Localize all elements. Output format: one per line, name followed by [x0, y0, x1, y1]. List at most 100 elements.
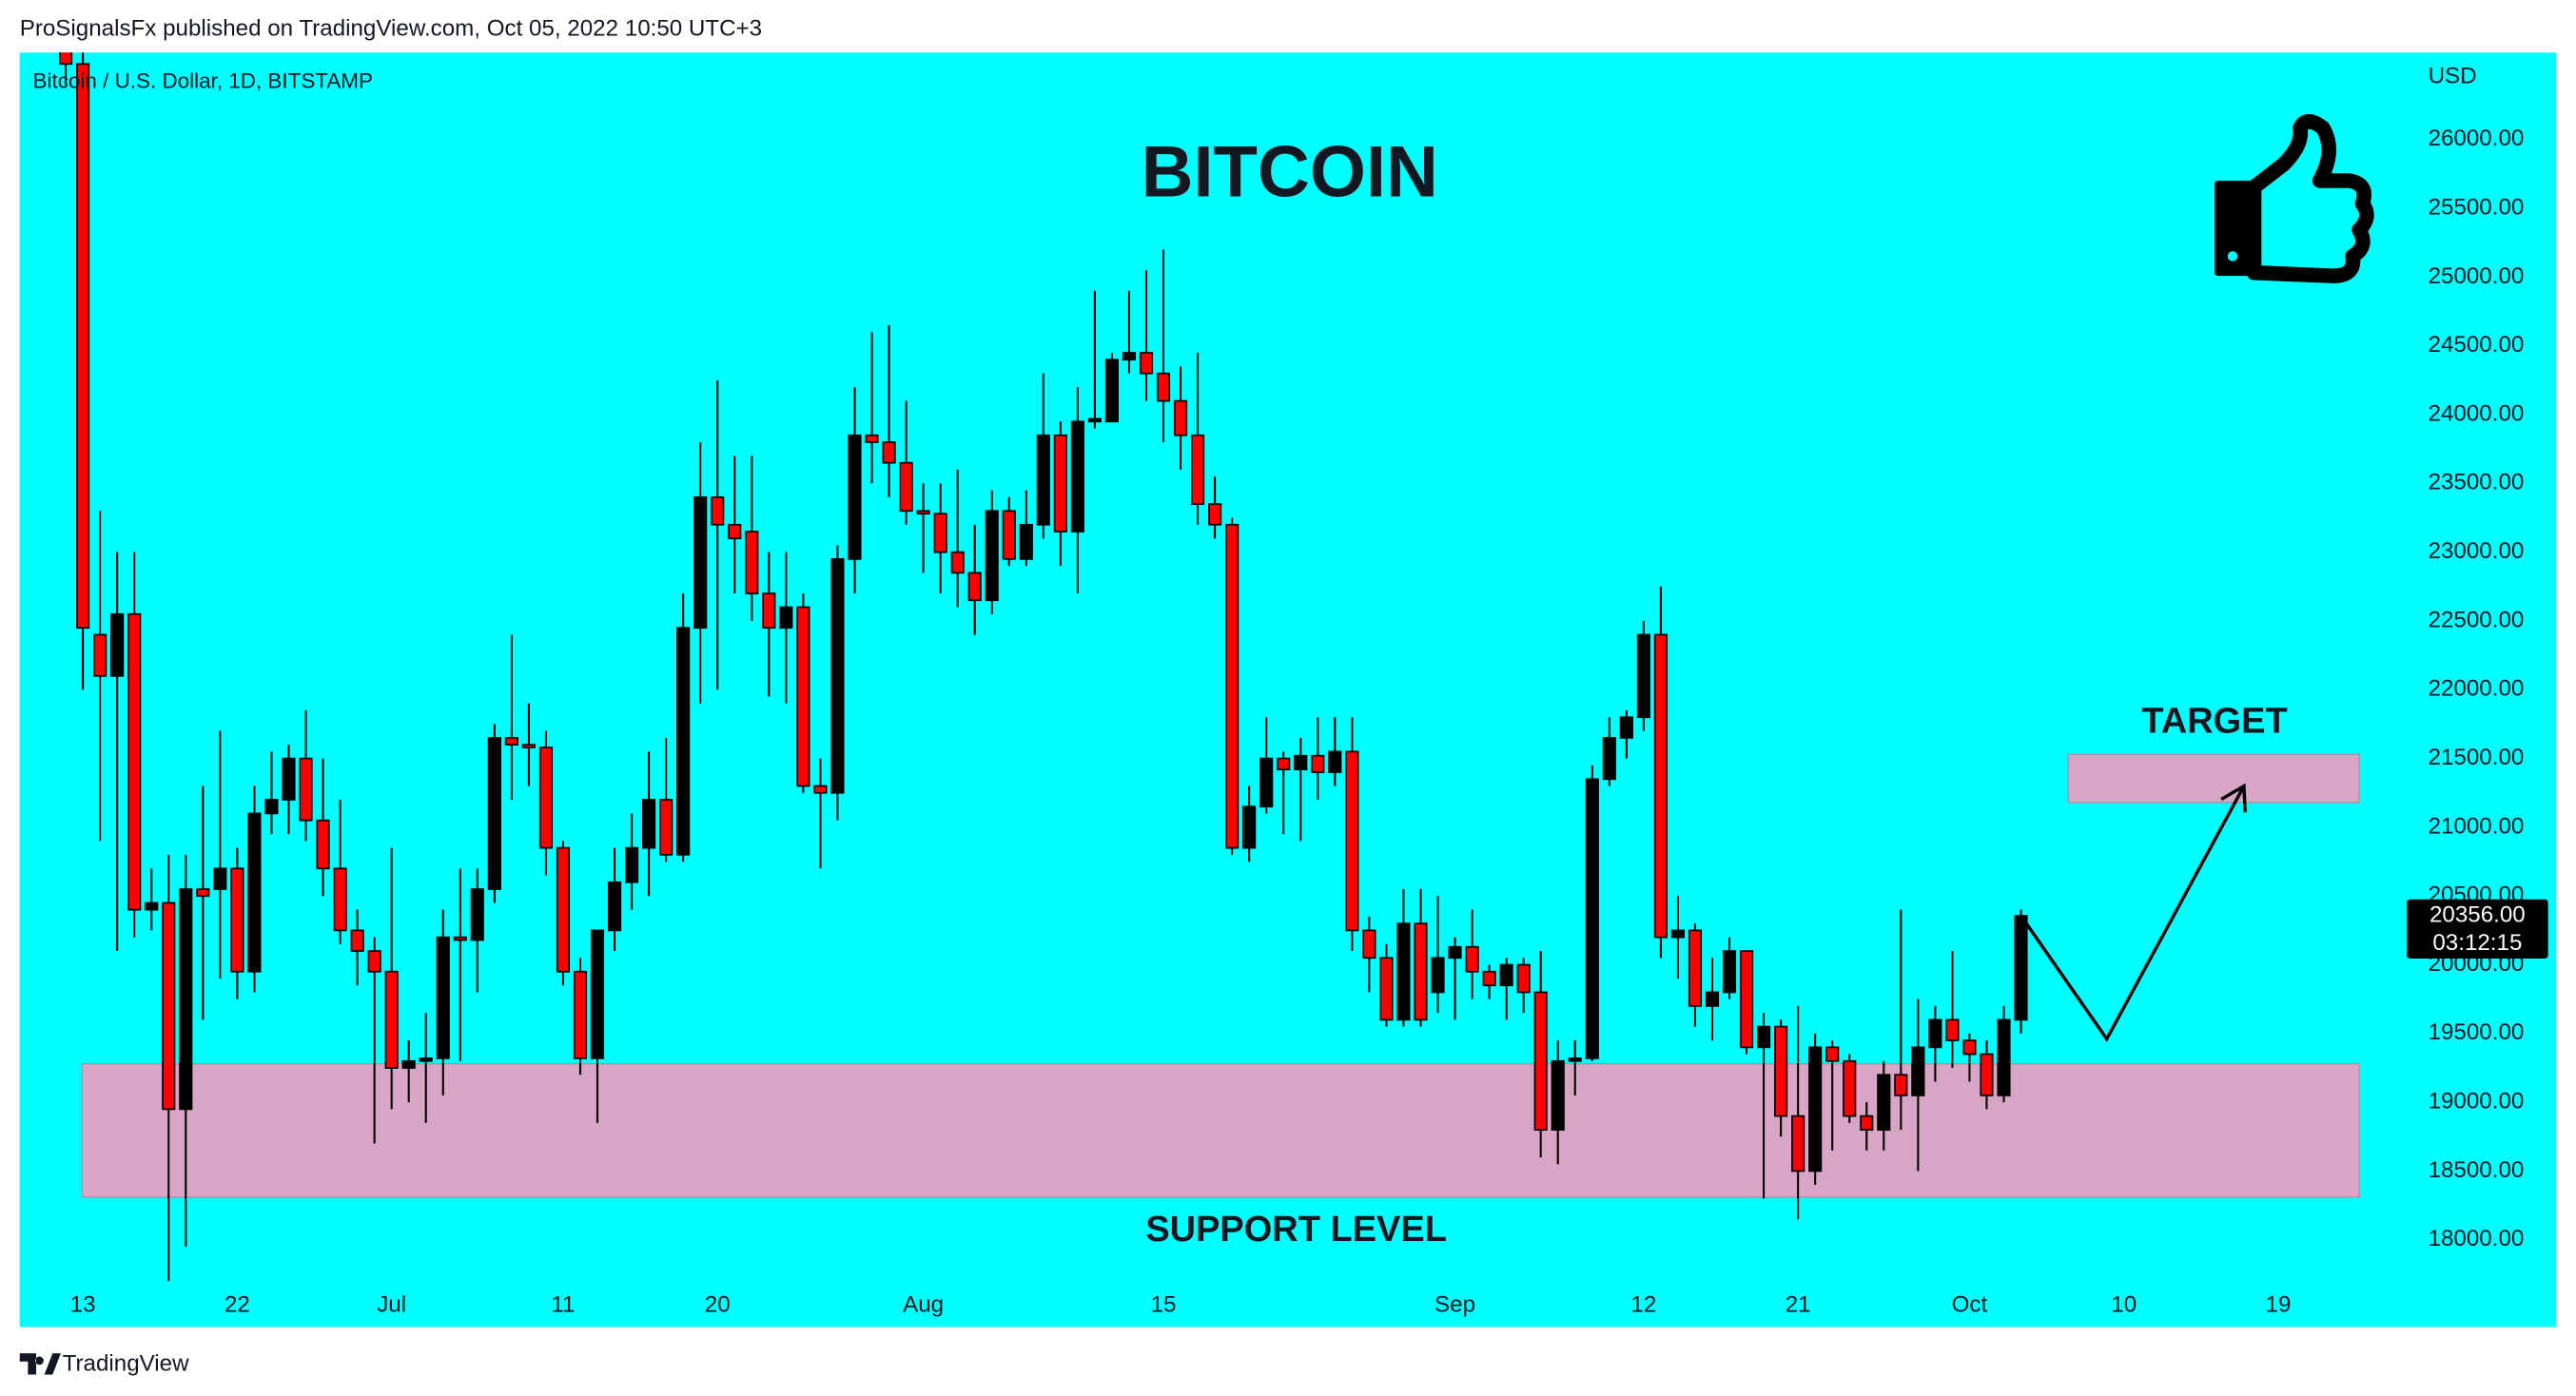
candle-body — [1053, 434, 1067, 533]
candle-body — [196, 888, 210, 898]
candle-body — [1739, 950, 1754, 1049]
candle-body — [1396, 922, 1411, 1021]
candle-body — [1156, 372, 1171, 402]
currency-label: USD — [2429, 64, 2477, 89]
candle-body — [299, 757, 313, 822]
tradingview-logo — [19, 1353, 61, 1375]
candle-body — [1414, 922, 1428, 1021]
zone — [2067, 753, 2360, 804]
candle-body — [642, 799, 656, 849]
candle-body — [1636, 633, 1650, 719]
candle-body — [1259, 757, 1274, 808]
candle-body — [1036, 434, 1050, 526]
candle-body — [1551, 1059, 1565, 1131]
candle-body — [1825, 1046, 1840, 1062]
candle-body — [573, 970, 588, 1059]
candle-body — [1980, 1053, 1994, 1096]
candle-body — [1173, 399, 1188, 436]
candle-body — [1087, 417, 1102, 423]
candle-body — [693, 495, 708, 630]
candle-body — [162, 902, 176, 1111]
candle-body — [590, 929, 605, 1059]
candle-body — [1019, 523, 1033, 560]
candle-body — [333, 867, 347, 932]
x-tick-label: 10 — [2111, 1291, 2137, 1317]
candle-body — [1670, 929, 1686, 939]
candle-body — [1877, 1074, 1891, 1131]
candle-body — [401, 1059, 416, 1069]
candle-body — [213, 867, 227, 890]
candle-body — [1448, 945, 1462, 960]
x-tick-label: 21 — [1786, 1291, 1811, 1317]
candle-body — [179, 888, 193, 1111]
candle-body — [1191, 434, 1205, 505]
candle-body — [264, 799, 279, 815]
candle-body — [1104, 359, 1120, 423]
candle-body — [2014, 915, 2028, 1021]
y-tick-label: 22500.00 — [2429, 607, 2525, 632]
y-tick-label: 26000.00 — [2429, 126, 2525, 151]
candle-body — [1465, 945, 1479, 973]
candle-body — [1843, 1059, 1857, 1117]
candle-body — [1533, 991, 1548, 1131]
candle-body — [1653, 633, 1668, 939]
candle-body — [762, 592, 776, 630]
x-tick-label: 11 — [551, 1291, 575, 1317]
y-tick-label: 23500.00 — [2429, 470, 2525, 495]
candle-body — [556, 846, 571, 973]
candle-body — [110, 612, 125, 677]
zone — [81, 1062, 2360, 1198]
candle-body — [59, 52, 73, 66]
candle-body — [1122, 352, 1137, 361]
candle-body — [1311, 754, 1325, 773]
candle-body — [882, 441, 896, 464]
last-price-box — [2407, 899, 2548, 959]
candle-body — [1002, 510, 1016, 560]
y-tick-label: 18000.00 — [2429, 1226, 2525, 1251]
candle-body — [1705, 991, 1720, 1007]
candle-body — [1602, 737, 1616, 781]
x-tick-label: 20 — [705, 1291, 731, 1317]
candle-body — [1328, 750, 1342, 773]
candle-body — [521, 744, 536, 748]
candle-body — [384, 970, 399, 1069]
candle-body — [282, 757, 296, 801]
candle-body — [1482, 970, 1496, 987]
candle-body — [848, 434, 862, 560]
candle-body — [1345, 750, 1359, 932]
candle-body — [1619, 716, 1633, 739]
candle-body — [1499, 963, 1513, 987]
candle-body — [607, 881, 622, 932]
candle-body — [916, 510, 930, 515]
publish-header: ProSignalsFx published on TradingView.co… — [20, 15, 762, 41]
candle-body — [865, 434, 879, 443]
y-tick-label: 25000.00 — [2429, 263, 2525, 289]
candle-body — [1757, 1025, 1771, 1049]
x-tick-label: 12 — [1630, 1291, 1656, 1317]
candle-body — [1225, 523, 1239, 849]
candle-body — [538, 746, 554, 849]
candle-body — [779, 606, 793, 630]
candle-body — [1379, 957, 1394, 1021]
candle-body — [1208, 503, 1222, 526]
candle-body — [1568, 1057, 1582, 1062]
candle-body — [625, 846, 639, 883]
y-tick-label: 18500.00 — [2429, 1157, 2525, 1183]
candle-body — [1294, 754, 1308, 771]
candle-body — [1894, 1074, 1908, 1096]
candle-body — [145, 902, 159, 911]
candle-body — [1242, 805, 1257, 849]
candle-body — [745, 531, 759, 594]
candle-body — [316, 819, 330, 870]
candle-body — [1585, 778, 1599, 1059]
y-tick-label: 24000.00 — [2429, 400, 2525, 426]
icon-dot — [2227, 251, 2238, 262]
candle-body — [419, 1057, 433, 1062]
x-tick-label: 13 — [70, 1291, 96, 1317]
candle-body — [504, 737, 518, 746]
candle-body — [1722, 950, 1737, 994]
candle-body — [830, 558, 845, 794]
plot-area — [59, 52, 2360, 1282]
